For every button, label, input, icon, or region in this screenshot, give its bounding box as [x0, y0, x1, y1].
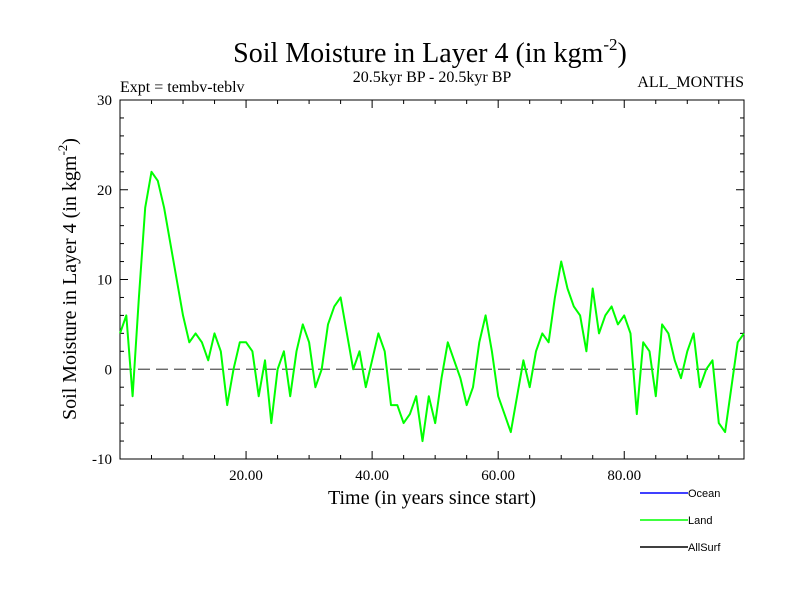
series-group: [119, 170, 745, 443]
y-axis: -10 0 10 20 30: [92, 93, 744, 468]
x-tick-label: 80.00: [607, 468, 641, 484]
y-axis-label-main: Soil Moisture in Layer 4 (in kgm: [59, 155, 81, 420]
y-axis-label-superscript: -2: [55, 145, 70, 156]
legend-label-land: Land: [688, 515, 712, 527]
legend-label-allsurf: AllSurf: [688, 542, 721, 554]
subtitle-period: 20.5kyr BP - 20.5kyr BP: [353, 69, 512, 86]
x-tick-label: 20.00: [229, 468, 263, 484]
y-tick-label: 30: [97, 93, 112, 109]
chart-title-suffix: ): [618, 38, 627, 69]
x-axis: 20.00 40.00 60.00 80.00: [151, 100, 720, 484]
chart-title-superscript: -2: [603, 35, 617, 54]
y-tick-label: 10: [97, 273, 112, 289]
legend-label-ocean: Ocean: [688, 488, 720, 500]
subtitle-months: ALL_MONTHS: [637, 74, 744, 91]
chart-title: Soil Moisture in Layer 4 (in kgm-2): [233, 35, 627, 69]
x-tick-label: 60.00: [481, 468, 515, 484]
chart-title-main: Soil Moisture in Layer 4 (in kgm: [233, 38, 603, 69]
series-line-land: [119, 170, 745, 443]
x-tick-label: 40.00: [355, 468, 389, 484]
y-tick-label: 0: [105, 362, 113, 378]
y-tick-label: 20: [97, 183, 112, 199]
subtitle-experiment: Expt = tembv-teblv: [120, 79, 245, 96]
x-axis-label: Time (in years since start): [328, 487, 536, 509]
y-axis-label: Soil Moisture in Layer 4 (in kgm-2): [55, 138, 81, 420]
y-tick-label: -10: [92, 452, 112, 468]
y-axis-label-suffix: ): [59, 138, 81, 145]
legend: Ocean Land AllSurf: [640, 488, 721, 554]
